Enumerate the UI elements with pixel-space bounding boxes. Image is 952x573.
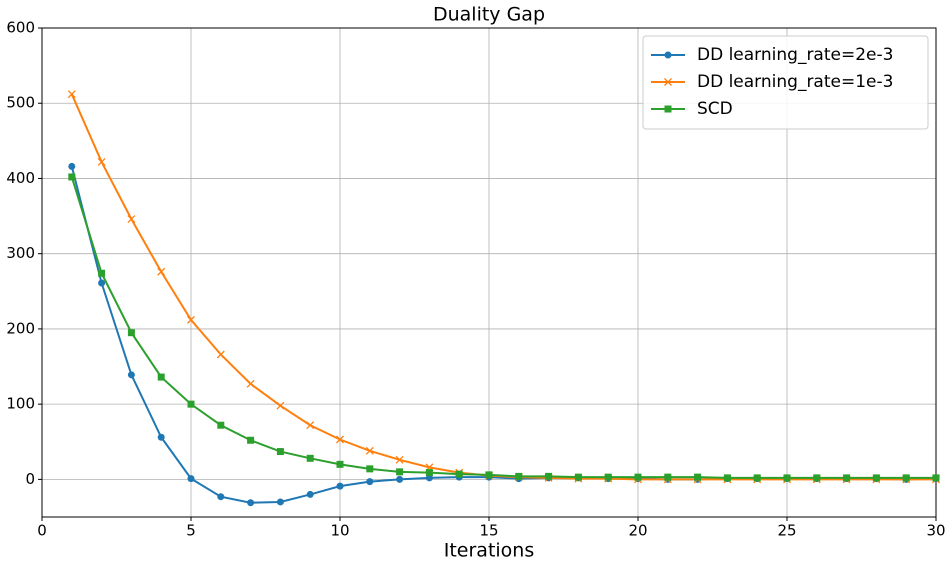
point [395, 455, 404, 464]
legend-label: SCD [697, 99, 733, 119]
point [127, 329, 135, 337]
y-tick-label: 300 [6, 244, 35, 262]
point [336, 460, 344, 468]
y-tick-label: 100 [6, 395, 35, 413]
point [98, 269, 106, 277]
point [783, 474, 791, 482]
point [187, 315, 195, 324]
point [872, 474, 880, 482]
legend-label: DD learning_rate=1e-3 [697, 72, 893, 92]
legend-marker [664, 51, 672, 59]
point [366, 465, 374, 473]
point [306, 454, 314, 462]
point [634, 473, 642, 481]
chart-title: Duality Gap [433, 4, 545, 26]
point [336, 482, 344, 490]
point [753, 474, 761, 482]
point [545, 472, 553, 480]
point [276, 498, 284, 506]
point [813, 474, 821, 482]
point [157, 433, 165, 441]
legend-label: DD learning_rate=2e-3 [697, 45, 893, 65]
point [276, 401, 285, 410]
y-tick-label: 200 [6, 319, 35, 337]
series-line [70, 166, 937, 504]
point [664, 473, 672, 481]
point [365, 446, 374, 455]
point [515, 472, 523, 480]
point [97, 157, 106, 166]
point [932, 474, 940, 482]
point [574, 473, 582, 481]
x-tick-label: 25 [777, 522, 796, 540]
point [187, 400, 195, 408]
legend-marker [664, 78, 672, 86]
point [247, 499, 255, 507]
series-line [70, 93, 936, 481]
series-line [70, 176, 936, 479]
x-tick-label: 5 [186, 522, 196, 540]
point [723, 474, 731, 482]
point [127, 371, 135, 379]
point [217, 493, 225, 501]
point [68, 162, 76, 170]
point [247, 436, 255, 444]
point [902, 474, 910, 482]
point [246, 379, 255, 388]
legend-marker [664, 105, 672, 113]
point [396, 468, 404, 476]
legend-box [642, 35, 929, 130]
point [306, 421, 315, 430]
point [366, 478, 374, 486]
x-tick-label: 20 [628, 522, 647, 540]
point [336, 435, 344, 444]
y-tick-label: 400 [6, 169, 35, 187]
y-tick-label: 600 [6, 19, 35, 37]
y-tick-label: 0 [25, 470, 35, 488]
point [485, 471, 493, 479]
x-tick-label: 15 [479, 522, 498, 540]
x-tick-label: 10 [330, 522, 349, 540]
point [425, 474, 433, 482]
point [276, 448, 284, 456]
point [694, 473, 702, 481]
point [604, 473, 612, 481]
x-tick-label: 0 [37, 522, 47, 540]
point [68, 173, 76, 181]
point [216, 350, 225, 359]
y-tick-label: 500 [6, 94, 35, 112]
point [396, 475, 404, 483]
point [67, 90, 76, 99]
point [157, 267, 166, 276]
point [187, 475, 195, 483]
point [157, 373, 165, 381]
point [425, 469, 433, 477]
x-axis-label: Iterations [444, 540, 535, 562]
plot-frame [41, 27, 937, 518]
x-tick-label: 30 [926, 522, 945, 540]
point [98, 279, 106, 287]
point [455, 470, 463, 478]
point [306, 490, 314, 498]
point [217, 421, 225, 429]
point [843, 474, 851, 482]
point [127, 215, 136, 224]
